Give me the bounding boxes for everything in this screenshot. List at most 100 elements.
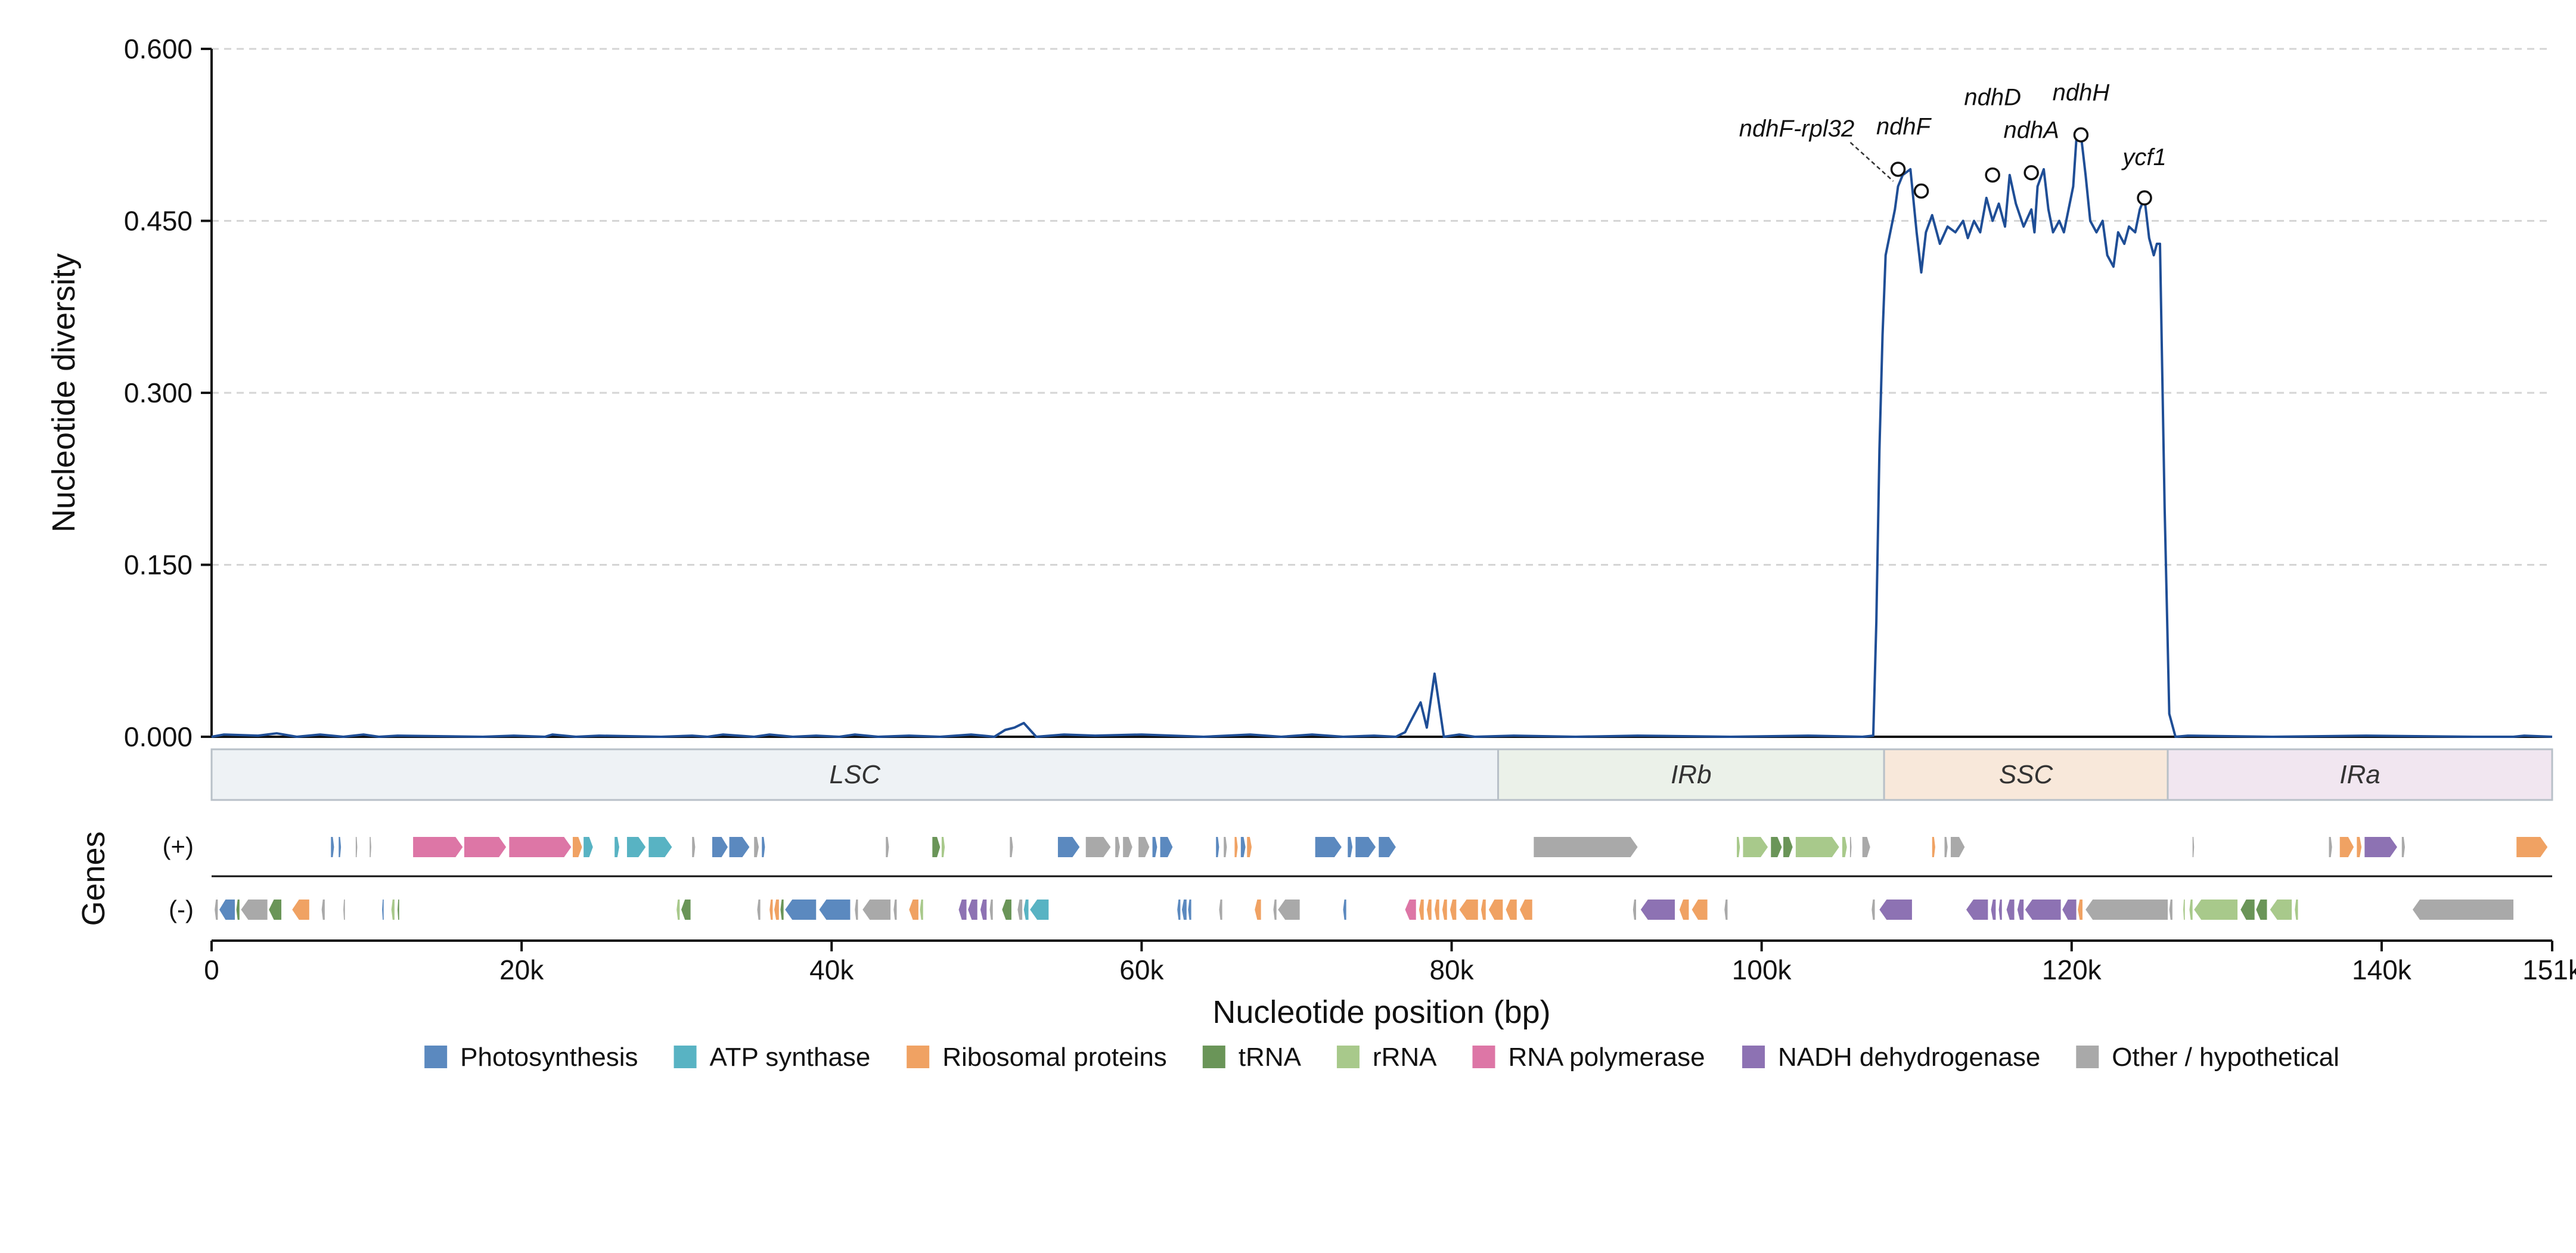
gene-arrow-minus <box>1519 900 1532 920</box>
gene-arrow-plus <box>1138 837 1150 857</box>
gene-arrow-minus <box>321 900 325 920</box>
gene-arrow-minus <box>968 900 977 920</box>
gene-arrow-minus <box>2295 900 2298 920</box>
legend-label: Other / hypothetical <box>2112 1043 2339 1072</box>
gene-arrow-plus <box>2357 837 2362 857</box>
gene-arrow-plus <box>1234 837 1238 857</box>
region-ssc <box>1883 748 2169 801</box>
gene-arrow-minus <box>292 900 309 920</box>
x-tick-label: 151k <box>2522 954 2576 985</box>
gene-arrow-minus <box>1278 900 1300 920</box>
annotation-marker <box>2023 165 2039 181</box>
gene-arrow-minus <box>2169 900 2172 920</box>
gene-arrow-minus <box>2270 900 2292 920</box>
grid-lines <box>212 48 2552 566</box>
gene-arrow-minus <box>1724 900 1728 920</box>
gene-arrow-minus <box>1506 900 1517 920</box>
legend-swatch <box>1336 1046 1360 1068</box>
gene-arrow-minus <box>2412 900 2513 920</box>
x-tick-label: 100k <box>1732 954 1792 985</box>
legend-swatch <box>1472 1046 1495 1068</box>
legend: Photosynthesis ATP synthase Ribosomal prot… <box>424 1043 2339 1072</box>
gene-arrow-plus <box>1842 837 1847 857</box>
gene-arrow-minus <box>1450 900 1457 920</box>
gene-arrow-plus <box>1379 837 1396 857</box>
gene-arrow-minus <box>958 900 967 920</box>
gene-arrow-minus <box>2025 900 2061 920</box>
gene-arrow-minus <box>1030 900 1049 920</box>
gene-arrow-minus <box>785 900 817 920</box>
peak-annotations: ndhF-rpl32 ndhF ndhD ndhA ndhH ycf1 <box>1739 79 2167 206</box>
gene-arrow-plus <box>1355 837 1376 857</box>
gene-arrow-minus <box>1255 900 1261 920</box>
gene-arrow-minus <box>1177 900 1181 920</box>
annotation-label: ycf1 <box>2121 144 2166 170</box>
gene-arrow-plus <box>1348 837 1353 857</box>
gene-arrow-minus <box>989 900 993 920</box>
gene-arrow-plus <box>941 837 945 857</box>
x-tick-label: 120k <box>2042 954 2102 985</box>
gene-arrow-minus <box>241 900 268 920</box>
annotation-label: ndhF <box>1876 113 1932 139</box>
gene-arrow-plus <box>1737 837 1740 857</box>
gene-arrow-plus <box>1152 837 1157 857</box>
gene-arrow-minus <box>819 900 851 920</box>
legend-swatch <box>1202 1046 1225 1068</box>
legend-label: Photosynthesis <box>460 1043 638 1072</box>
gene-arrow-plus <box>886 837 889 857</box>
annotation-marker <box>2073 127 2089 142</box>
gene-arrow-minus <box>2006 900 2015 920</box>
region-label: SSC <box>1999 760 2054 789</box>
gene-arrow-minus <box>1017 900 1023 920</box>
gene-arrow-plus <box>2516 837 2548 857</box>
gene-arrow-minus <box>1182 900 1187 920</box>
gene-arrow-minus <box>1488 900 1503 920</box>
strand-label-plus: (+) <box>163 832 194 860</box>
gene-arrow-minus <box>1188 900 1191 920</box>
gene-arrow-plus <box>1010 837 1013 857</box>
annotation-label: ndhD <box>1964 85 2021 111</box>
gene-arrow-minus <box>1679 900 1689 920</box>
gene-arrow-plus <box>729 837 750 857</box>
gene-track-title: Genes <box>76 831 111 926</box>
gene-arrow-plus <box>2401 837 2405 857</box>
gene-arrow-minus <box>1426 900 1432 920</box>
gene-arrow-minus <box>980 900 987 920</box>
legend-label: tRNA <box>1239 1043 1302 1072</box>
region-label: IRa <box>2339 760 2380 789</box>
gene-arrow-plus <box>413 837 463 857</box>
gene-arrow-plus <box>626 837 646 857</box>
legend-swatch <box>1742 1046 1765 1068</box>
legend-swatch <box>424 1046 448 1068</box>
gene-arrow-plus <box>712 837 728 857</box>
gene-arrow-minus <box>893 900 897 920</box>
gene-arrow-plus <box>1057 837 1080 857</box>
gene-arrow-minus <box>2085 900 2168 920</box>
gene-arrow-minus <box>343 900 345 920</box>
region-label: LSC <box>829 760 881 789</box>
gene-arrow-minus <box>2017 900 2024 920</box>
gene-arrow-minus <box>676 900 680 920</box>
region-ira <box>2167 748 2553 801</box>
gene-arrow-plus <box>1085 837 1111 857</box>
y-ticks: 0.000 0.150 0.300 0.450 0.600 <box>124 33 212 752</box>
y-tick-label: 0.300 <box>124 377 193 408</box>
gene-arrow-plus <box>1115 837 1120 857</box>
gene-arrow-plus <box>464 837 507 857</box>
gene-arrow-minus <box>219 900 235 920</box>
x-tick-label: 140k <box>2352 954 2412 985</box>
gene-arrow-plus <box>932 837 941 857</box>
gene-arrow-minus <box>855 900 858 920</box>
gene-arrow-minus <box>2078 900 2082 920</box>
gene-arrow-minus <box>1273 900 1277 920</box>
gene-arrow-plus <box>1944 837 1948 857</box>
annotation-label: ndhA <box>2003 117 2059 144</box>
gene-arrow-plus <box>355 837 358 857</box>
gene-arrow-plus <box>2364 837 2397 857</box>
x-axis-title: Nucleotide position (bp) <box>1212 994 1550 1030</box>
gene-arrow-minus <box>1442 900 1447 920</box>
gene-arrow-minus <box>1966 900 1988 920</box>
gene-arrow-minus <box>1405 900 1416 920</box>
gene-arrow-minus <box>774 900 779 920</box>
